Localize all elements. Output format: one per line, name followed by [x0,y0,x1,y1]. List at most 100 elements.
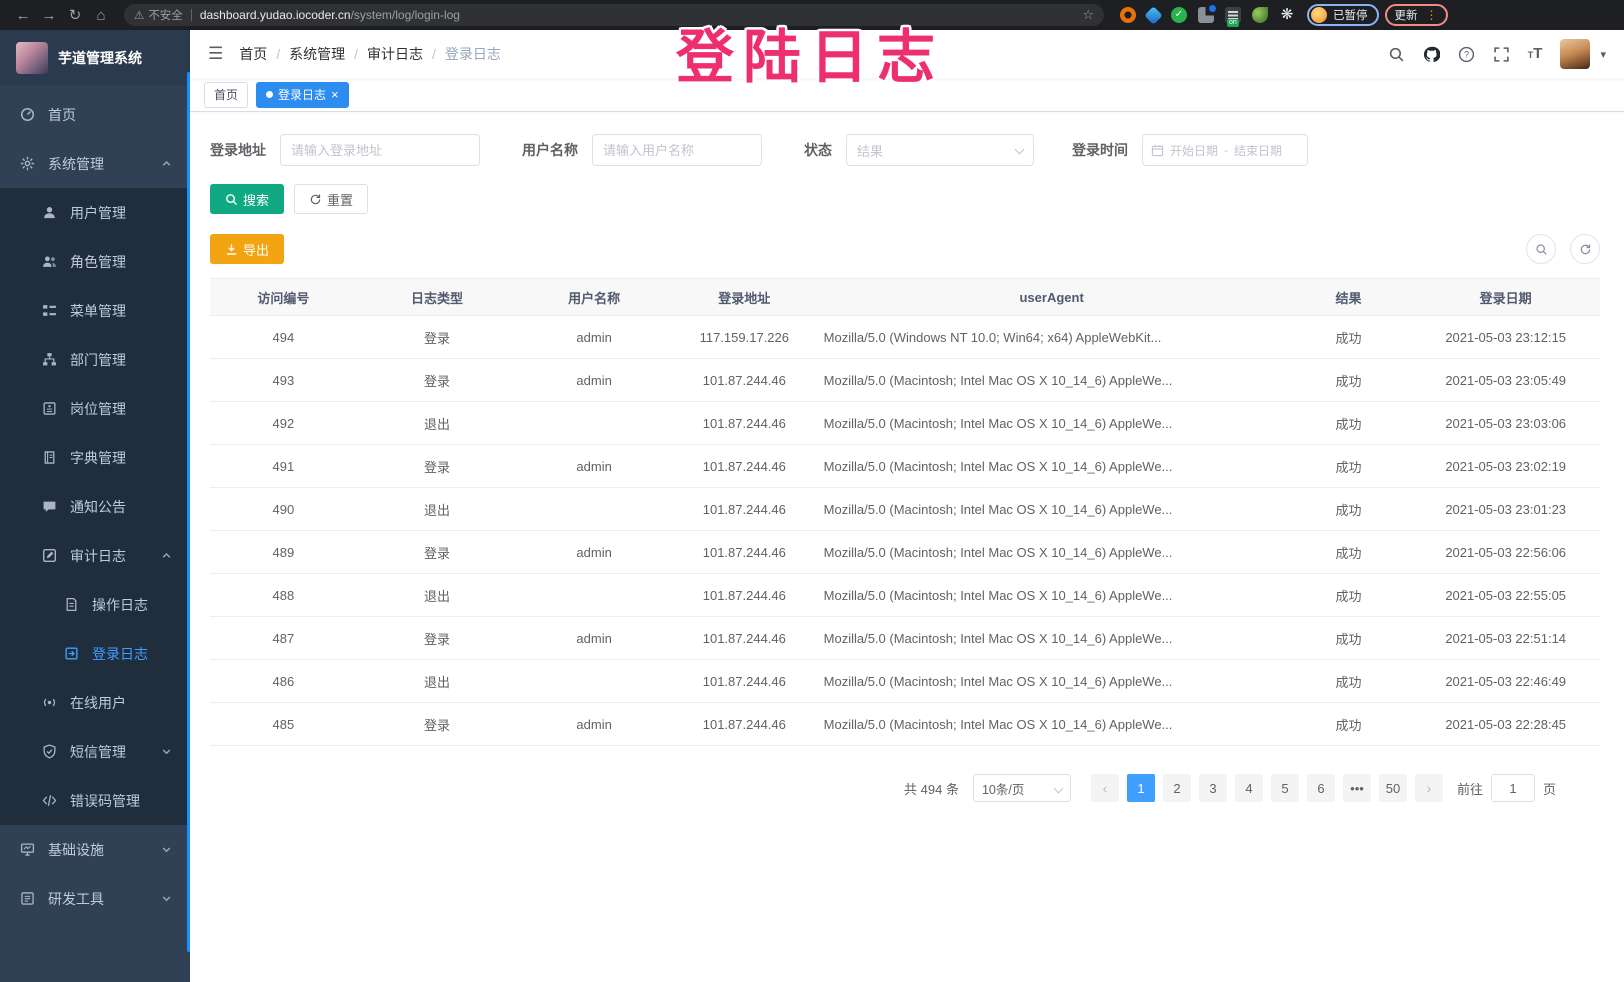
font-size-small-glyph: T [1527,50,1534,60]
users-icon [42,254,58,270]
reset-button[interactable]: 重置 [294,184,369,214]
browser-reload-icon[interactable]: ↻ [68,7,82,24]
bookmark-star-icon[interactable]: ☆ [1082,7,1094,22]
error-code-icon [42,793,58,809]
browser-forward-icon[interactable]: → [41,6,57,24]
table-cell: 485 [210,702,357,746]
breadcrumb-item-audit-log[interactable]: 审计日志 [367,46,424,62]
extension-list-icon[interactable]: on [1225,7,1241,27]
page-button[interactable]: 5 [1270,774,1299,802]
username-input[interactable] [592,134,762,166]
refresh-icon[interactable] [1570,234,1600,264]
sidebar-item-dev-tools[interactable]: 研发工具 [0,874,190,923]
sidebar-item-online-users[interactable]: 在线用户 [0,678,190,727]
tab-home[interactable]: 首页 [204,81,249,108]
table-row: 490 退出 101.87.244.46 Mozilla/5.0 (Macintosh… [210,487,1600,531]
font-size-icon[interactable]: TT [1528,45,1543,63]
toggle-search-icon[interactable] [1526,234,1556,264]
date-start-placeholder[interactable]: 开始日期 [1170,143,1219,158]
github-icon[interactable] [1423,46,1440,63]
profile-avatar [1311,7,1327,23]
search-icon[interactable] [1388,46,1405,63]
date-separator: - [1224,143,1229,157]
date-range-picker[interactable]: 开始日期 - 结束日期 [1142,134,1308,166]
extension-grid-icon[interactable] [1198,5,1216,23]
date-end-placeholder[interactable]: 结束日期 [1234,143,1283,158]
sidebar-item-menu-mgmt[interactable]: 菜单管理 [0,286,190,335]
sidebar-item-audit-log[interactable]: 审计日志 [0,531,190,580]
export-button[interactable]: 导出 [210,234,285,264]
help-icon[interactable]: ? [1458,46,1475,63]
extension-leaf-icon[interactable] [1252,7,1268,23]
breadcrumb-item-home[interactable]: 首页 [239,46,268,62]
browser-back-icon[interactable]: ← [15,6,31,24]
sidebar-item-dict-mgmt[interactable]: 字典管理 [0,433,190,482]
status-select[interactable]: 结果 [846,134,1034,166]
sidebar-scrollbar[interactable] [187,72,190,952]
login-address-input[interactable] [280,134,480,166]
extension-gem-icon[interactable] [1144,5,1163,25]
user-avatar[interactable] [1560,39,1591,69]
table-cell: 491 [210,444,357,488]
sidebar-item-post-mgmt[interactable]: 岗位管理 [0,384,190,433]
sidebar-item-label: 短信管理 [70,743,126,760]
login-address-label: 登录地址 [210,142,266,158]
fullscreen-icon[interactable] [1493,46,1510,63]
jumper-input[interactable] [1490,774,1535,802]
table-cell: 490 [210,487,357,531]
username-label: 用户名称 [522,142,578,158]
sidebar-item-system[interactable]: 系统管理 [0,139,190,188]
browser-update-button[interactable]: 更新 ⋮ [1384,4,1448,26]
sidebar-item-user-mgmt[interactable]: 用户管理 [0,188,190,237]
browser-profile-button[interactable]: 已暂停 [1307,4,1379,26]
page-button[interactable]: 50 [1378,774,1407,802]
extension-snowflake-icon[interactable]: ❋ [1280,6,1294,23]
status-label: 状态 [804,142,832,158]
sidebar-item-error-code[interactable]: 错误码管理 [0,776,190,825]
prev-page-button[interactable]: ‹ [1090,774,1119,802]
table-cell: 2021-05-03 22:55:05 [1411,573,1600,617]
table-cell: 2021-05-03 23:03:06 [1411,401,1600,445]
table-cell: 2021-05-03 23:01:23 [1411,487,1600,531]
next-page-button[interactable]: › [1414,774,1443,802]
browser-home-icon[interactable]: ⌂ [96,6,106,24]
page-button[interactable]: 2 [1162,774,1191,802]
sidebar-item-dept-mgmt[interactable]: 部门管理 [0,335,190,384]
extension-orange-icon[interactable] [1120,7,1136,23]
page-button[interactable]: 1 [1126,774,1155,802]
sidebar-item-login-log[interactable]: 登录日志 [0,629,190,678]
table-cell: 退出 [356,487,518,531]
tab-login-log[interactable]: 登录日志 × [256,81,349,108]
sidebar-item-role-mgmt[interactable]: 角色管理 [0,237,190,286]
page-content: 登录地址 用户名称 状态 结果 登录时间 开始日期 [190,112,1624,982]
security-warning[interactable]: ⚠ 不安全 [134,7,183,23]
breadcrumb-item-system[interactable]: 系统管理 [289,46,346,62]
page-ellipsis-button[interactable]: ••• [1342,774,1371,802]
user-menu-caret-icon[interactable]: ▾ [1600,48,1606,61]
table-cell: 登录 [356,315,518,359]
table-tools [1526,234,1600,264]
search-button[interactable]: 搜索 [210,184,285,214]
sidebar-toggle-icon[interactable]: ☰ [208,44,224,63]
address-bar[interactable]: ⚠ 不安全 dashboard.yudao.iocoder.cn /system… [124,4,1104,26]
chevron-up-icon [161,550,172,561]
sidebar-item-label: 部门管理 [70,351,126,368]
page-button[interactable]: 3 [1198,774,1227,802]
sidebar-item-infrastructure[interactable]: 基础设施 [0,825,190,874]
sidebar-item-notice[interactable]: 通知公告 [0,482,190,531]
extension-on-badge: on [1227,19,1239,27]
table-cell: Mozilla/5.0 (Macintosh; Intel Mac OS X 1… [817,401,1286,445]
tab-close-icon[interactable]: × [331,87,339,102]
page-button[interactable]: 4 [1234,774,1263,802]
page-size-select[interactable]: 10条/页 [972,774,1071,802]
filter-form: 登录地址 用户名称 状态 结果 登录时间 开始日期 [210,134,1600,166]
table-toolbar: 导出 [210,234,1600,264]
extension-check-icon[interactable]: ✓ [1171,7,1187,23]
browser-menu-icon[interactable]: ⋮ [1425,8,1438,22]
sidebar-item-operation-log[interactable]: 操作日志 [0,580,190,629]
table-row: 488 退出 101.87.244.46 Mozilla/5.0 (Macintosh… [210,573,1600,617]
sidebar-item-home[interactable]: 首页 [0,90,190,139]
app-logo[interactable]: 芋道管理系统 [0,30,190,86]
sidebar-item-sms-mgmt[interactable]: 短信管理 [0,727,190,776]
page-button[interactable]: 6 [1306,774,1335,802]
